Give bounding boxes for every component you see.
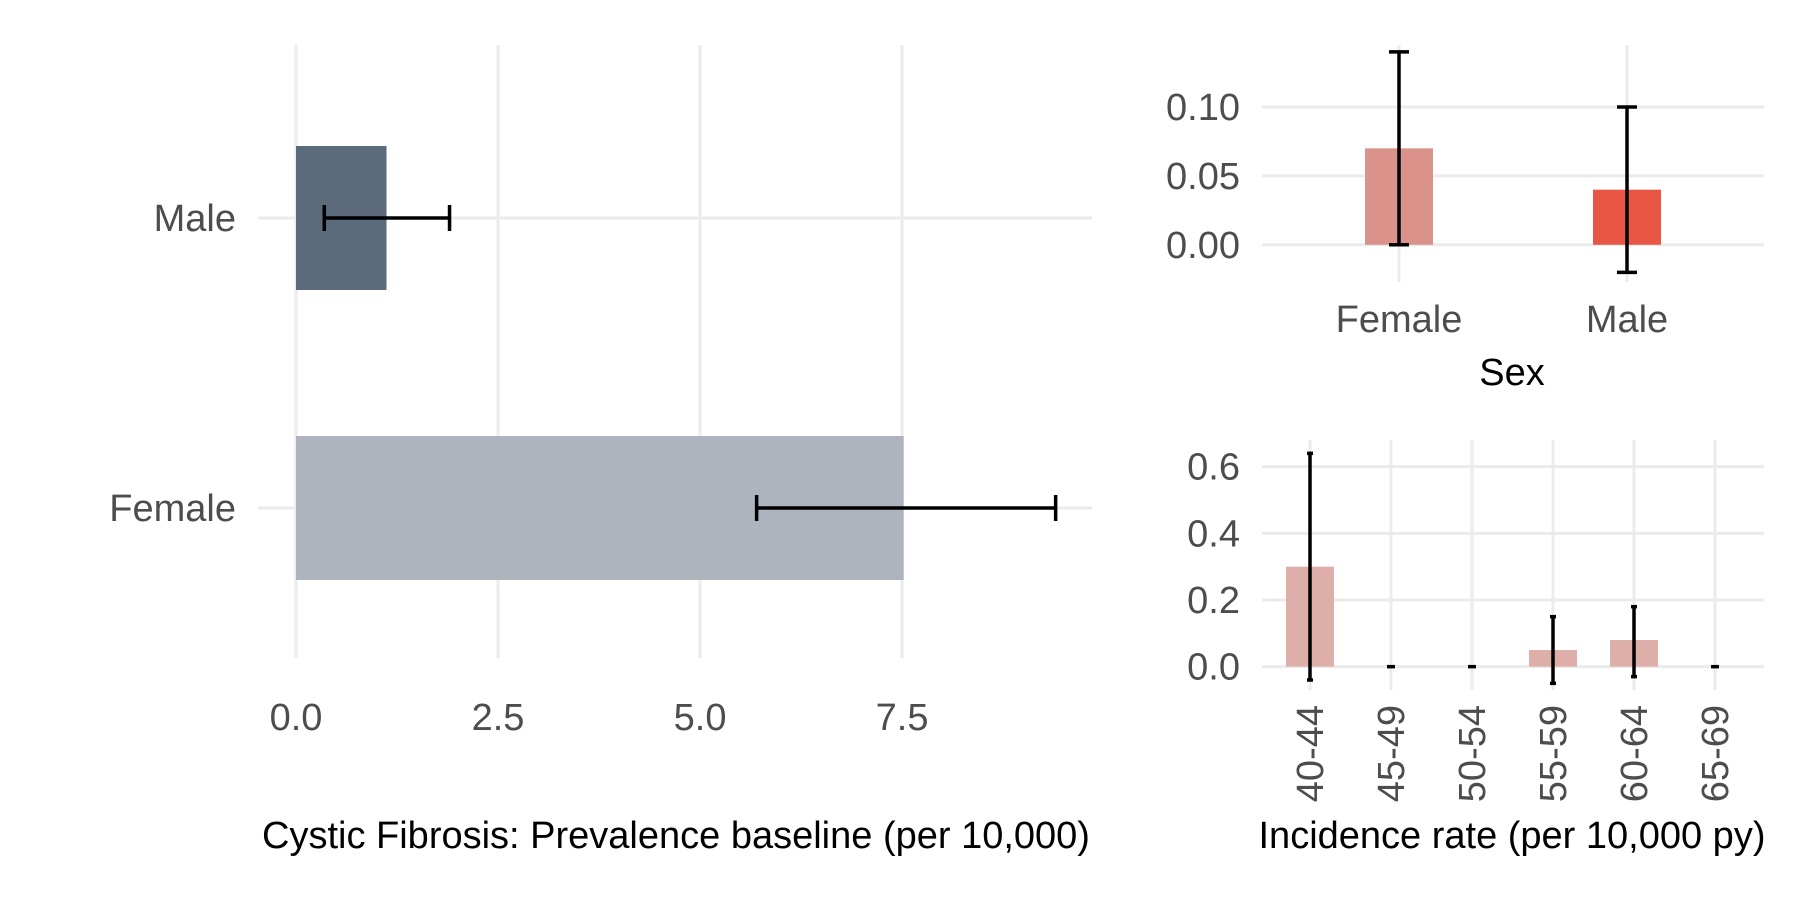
x-axis-title: Incidence rate (per 10,000 py): [1259, 815, 1766, 857]
y-tick-label: Female: [109, 488, 236, 530]
x-tick-label: 50-54: [1452, 705, 1494, 802]
y-tick-label: 0.2: [1187, 580, 1240, 622]
prevalence-panel: 0.0 2.5 5.0 7.5 Male Female Cystic Fibrosis: P…: [109, 45, 1092, 857]
incidence-sex-panel: 0.00 0.05 0.10 Female Male Sex: [1166, 45, 1764, 394]
y-tick-label: 0.6: [1187, 447, 1240, 489]
x-tick-label: 2.5: [472, 697, 525, 739]
incidence-age-panel: 0.0 0.2 0.4 0.6 40-44 45-49 50-54 55-59 60-64 65-…: [1187, 440, 1765, 857]
x-tick-label: 0.0: [270, 697, 323, 739]
y-tick-label: 0.00: [1166, 225, 1240, 267]
x-tick-label: 60-64: [1614, 705, 1656, 802]
x-tick-label: 45-49: [1371, 705, 1413, 802]
x-tick-label: 5.0: [674, 697, 727, 739]
y-tick-label: 0.0: [1187, 647, 1240, 689]
x-tick-label: 40-44: [1290, 705, 1332, 802]
x-tick-label: Male: [1586, 299, 1668, 341]
x-axis-title: Cystic Fibrosis: Prevalence baseline (pe…: [262, 815, 1090, 857]
x-tick-label: 7.5: [876, 697, 929, 739]
x-tick-label: 65-69: [1695, 705, 1737, 802]
x-tick-label: Female: [1336, 299, 1463, 341]
x-tick-label: 55-59: [1533, 705, 1575, 802]
y-tick-label: Male: [154, 198, 236, 240]
x-axis-title: Sex: [1479, 352, 1544, 394]
y-tick-label: 0.05: [1166, 156, 1240, 198]
y-tick-label: 0.10: [1166, 87, 1240, 129]
y-tick-label: 0.4: [1187, 513, 1240, 555]
